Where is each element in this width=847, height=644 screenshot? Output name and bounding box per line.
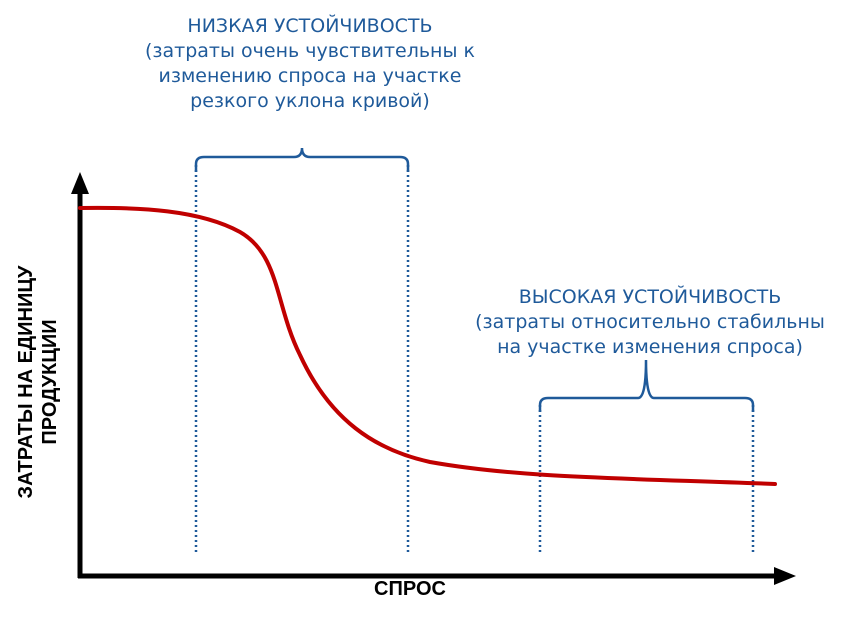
high-stability-heading: ВЫСОКАЯ УСТОЙЧИВОСТЬ	[518, 286, 782, 308]
high-stability-annotation: ВЫСОКАЯ УСТОЙЧИВОСТЬ (затраты относитель…	[430, 285, 847, 360]
cost-curve	[78, 205, 777, 486]
y-axis-label: ЗАТРАТЫ НА ЕДИНИЦУ ПРОДУКЦИИ	[14, 232, 62, 532]
y-axis-arrowhead	[71, 172, 89, 194]
high-stability-line-2: на участке изменения спроса)	[497, 336, 803, 358]
low-stability-heading: НИЗКАЯ УСТОЙЧИВОСТЬ	[187, 15, 433, 37]
low-stability-annotation: НИЗКАЯ УСТОЙЧИВОСТЬ (затраты очень чувст…	[110, 14, 510, 114]
high-stability-brace	[538, 359, 755, 412]
x-axis-arrowhead	[774, 567, 796, 585]
low-stability-line-1: (затраты очень чувствительны к	[144, 40, 475, 62]
low-stability-brace	[194, 147, 410, 172]
low-stability-line-3: резкого уклона кривой)	[190, 90, 430, 112]
x-axis-label: СПРОС	[374, 578, 446, 600]
low-stability-line-2: изменению спроса на участке	[158, 65, 462, 87]
high-stability-line-1: (затраты относительно стабильны	[475, 311, 825, 333]
y-axis-label-line-2: ПРОДУКЦИИ	[39, 319, 61, 445]
y-axis-label-line-1: ЗАТРАТЫ НА ЕДИНИЦУ	[15, 265, 37, 499]
